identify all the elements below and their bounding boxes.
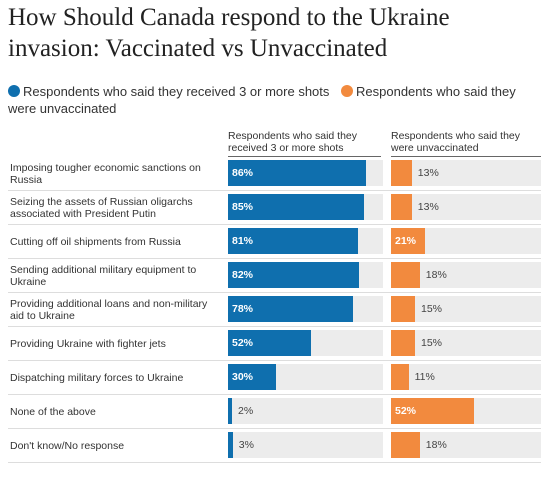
bar-vaccinated	[228, 160, 366, 186]
bar-track-unvaccinated: 11%	[391, 364, 541, 390]
bar-vaccinated	[228, 432, 233, 458]
bar-track-vaccinated: 3%	[228, 432, 383, 458]
bar-unvaccinated	[391, 228, 425, 254]
legend-item-unvaccinated: Respondents who said they were unvaccina…	[8, 84, 516, 116]
data-label-unvaccinated: 11%	[414, 371, 435, 383]
data-label-vaccinated: 82%	[232, 269, 254, 281]
category-label: Imposing tougher economic sanctions on R…	[10, 162, 201, 186]
table-row: Cutting off oil shipments from Russia 81%…	[8, 225, 541, 259]
bar-unvaccinated	[391, 262, 420, 288]
bar-vaccinated	[228, 296, 353, 322]
bar-track-unvaccinated: 21%	[391, 228, 541, 254]
bar-track-vaccinated: 86%	[228, 160, 383, 186]
bar-unvaccinated	[391, 398, 475, 424]
bar-unvaccinated	[391, 296, 415, 322]
legend-label-unvaccinated: Respondents who said they were unvaccina…	[8, 84, 516, 116]
category-label: Sending additional military equipment to…	[10, 264, 197, 288]
category-label: None of the above	[10, 406, 96, 418]
bar-track-vaccinated: 30%	[228, 364, 383, 390]
bar-vaccinated	[228, 228, 358, 254]
bar-vaccinated	[228, 364, 276, 390]
bar-track-unvaccinated: 18%	[391, 432, 541, 458]
data-label-unvaccinated: 18%	[425, 269, 447, 281]
data-label-vaccinated: 30%	[232, 371, 254, 383]
chart-title: How Should Canada respond to the Ukraine…	[8, 4, 450, 62]
legend-swatch-unvaccinated	[341, 85, 354, 97]
bar-track-unvaccinated: 15%	[391, 296, 541, 322]
table-row: Providing Ukraine with fighter jets 52% 15…	[8, 327, 541, 361]
data-label-vaccinated: 78%	[232, 303, 254, 315]
data-label-vaccinated: 86%	[232, 167, 254, 179]
legend-label-vaccinated: Respondents who said they received 3 or …	[23, 84, 330, 99]
data-label-vaccinated: 52%	[232, 337, 254, 349]
table-row: Don't know/No response 3% 18%	[8, 429, 541, 463]
data-label-unvaccinated: 15%	[421, 303, 443, 315]
bar-vaccinated	[228, 398, 232, 424]
bar-track-unvaccinated: 18%	[391, 262, 541, 288]
category-label: Dispatching military forces to Ukraine	[10, 372, 184, 384]
data-label-unvaccinated: 15%	[421, 337, 443, 349]
table-row: Seizing the assets of Russian oligarchs …	[8, 191, 541, 225]
bar-unvaccinated	[391, 194, 412, 220]
category-label: Don't know/No response	[10, 440, 125, 452]
bar-vaccinated	[228, 194, 364, 220]
column-header-vaccinated: Respondents who said they received 3 or …	[228, 130, 381, 157]
bar-track-vaccinated: 82%	[228, 262, 383, 288]
bar-track-unvaccinated: 13%	[391, 194, 541, 220]
legend: Respondents who said they received 3 or …	[8, 83, 538, 117]
bar-track-vaccinated: 2%	[228, 398, 383, 424]
bar-track-unvaccinated: 13%	[391, 160, 541, 186]
category-label: Seizing the assets of Russian oligarchs …	[10, 196, 193, 220]
category-label: Providing Ukraine with fighter jets	[10, 338, 166, 350]
table-row: Dispatching military forces to Ukraine 30…	[8, 361, 541, 395]
data-label-vaccinated: 85%	[232, 201, 254, 213]
bar-vaccinated	[228, 262, 360, 288]
bar-vaccinated	[228, 330, 312, 356]
bar-unvaccinated	[391, 432, 420, 458]
bar-track-vaccinated: 52%	[228, 330, 383, 356]
category-label: Providing additional loans and non-milit…	[10, 298, 208, 322]
data-label-vaccinated: 3%	[238, 439, 254, 451]
bar-track-unvaccinated: 15%	[391, 330, 541, 356]
data-label-unvaccinated: 21%	[395, 235, 417, 247]
category-label: Cutting off oil shipments from Russia	[10, 236, 181, 248]
bar-track-unvaccinated: 52%	[391, 398, 541, 424]
legend-swatch-vaccinated	[8, 85, 20, 97]
bar-unvaccinated	[391, 160, 412, 186]
bar-track-vaccinated: 78%	[228, 296, 383, 322]
table-row: None of the above 2% 52%	[8, 395, 541, 429]
data-label-unvaccinated: 52%	[395, 405, 417, 417]
data-label-vaccinated: 2%	[238, 405, 254, 417]
data-label-unvaccinated: 18%	[425, 439, 447, 451]
legend-item-vaccinated: Respondents who said they received 3 or …	[8, 84, 329, 99]
bar-unvaccinated	[391, 364, 409, 390]
table-row: Providing additional loans and non-milit…	[8, 293, 541, 327]
data-label-unvaccinated: 13%	[417, 167, 439, 179]
column-header-unvaccinated: Respondents who said they were unvaccina…	[391, 130, 541, 157]
data-label-vaccinated: 81%	[232, 235, 254, 247]
table-row: Sending additional military equipment to…	[8, 259, 541, 293]
bar-track-vaccinated: 81%	[228, 228, 383, 254]
bar-unvaccinated	[391, 330, 415, 356]
table-row: Imposing tougher economic sanctions on R…	[8, 157, 541, 191]
data-label-unvaccinated: 13%	[417, 201, 439, 213]
bar-track-vaccinated: 85%	[228, 194, 383, 220]
